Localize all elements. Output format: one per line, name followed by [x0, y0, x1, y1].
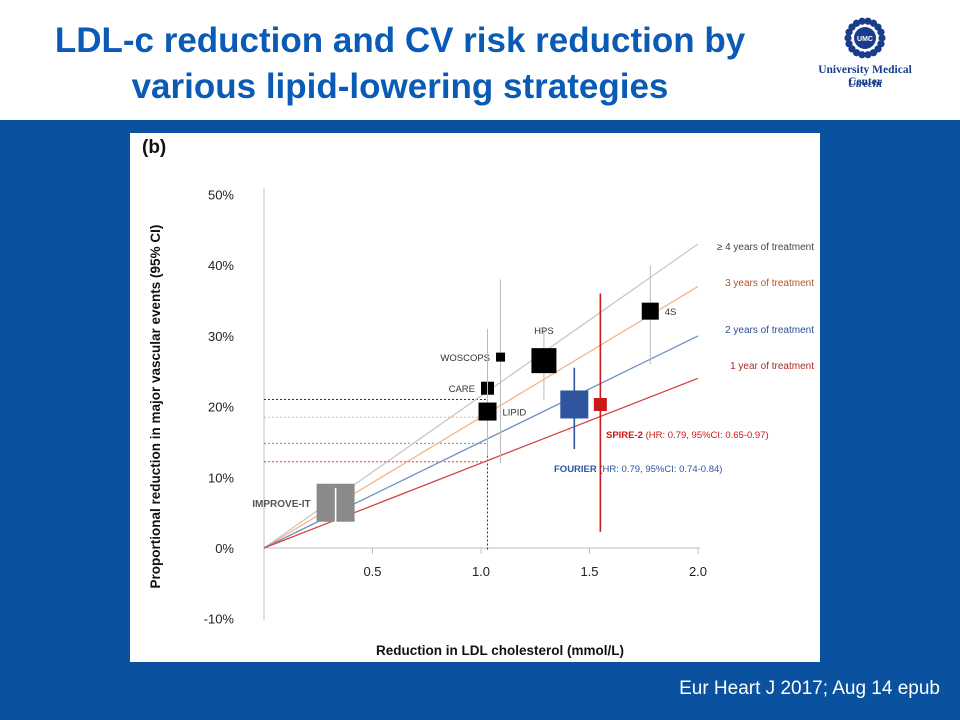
x-tick-label: 2.0 [689, 564, 707, 579]
trial-label: LIPID [503, 408, 527, 419]
trial-label: SPIRE-2 (HR: 0.79, 95%CI: 0.65-0.97) [606, 430, 769, 441]
y-tick-label: 40% [208, 258, 234, 273]
trial-label: 4S [665, 307, 677, 318]
trial-marker [641, 302, 659, 320]
trial-label: WOSCOPS [440, 353, 490, 364]
sunflower-logo-icon: UMC [844, 17, 886, 59]
trial-label: IMPROVE-IT [252, 499, 310, 510]
trial-marker [496, 352, 506, 362]
treatment-line-label: 2 years of treatment [725, 325, 814, 336]
x-tick-label: 1.5 [580, 564, 598, 579]
title-line-1: LDL-c reduction and CV risk reduction by [54, 21, 746, 60]
chart-panel: (b) 50% 40% 30% 20% 10% 0% -10% 0.5 1.0 1.5 2.0 Redu… [130, 133, 820, 662]
y-tick-label: -10% [204, 612, 235, 627]
treatment-line-label: 3 years of treatment [725, 278, 814, 289]
y-tick-label: 50% [208, 188, 234, 203]
x-axis-label: Reduction in LDL cholesterol (mmol/L) [376, 643, 624, 658]
x-tick-label: 0.5 [363, 564, 381, 579]
trial-marker [593, 397, 607, 411]
trial-marker [531, 348, 557, 374]
trial-marker [478, 402, 497, 421]
logo-badge: UMC [857, 36, 873, 43]
y-tick-label: 20% [208, 400, 234, 415]
ldl-risk-chart: (b) 50% 40% 30% 20% 10% 0% -10% 0.5 1.0 1.5 2.0 Redu… [142, 137, 814, 658]
slide-title: LDL-c reduction and CV risk reduction by… [10, 18, 790, 110]
slide-header: LDL-c reduction and CV risk reduction by… [0, 0, 960, 120]
treatment-line-label: ≥ 4 years of treatment [717, 242, 814, 253]
logo-name: University Medical Center [818, 64, 912, 88]
trial-annotation: (HR: 0.79, 95%CI: 0.65-0.97) [643, 430, 769, 441]
panel-label: (b) [142, 137, 166, 158]
y-axis-label: Proportional reduction in major vascular… [148, 225, 163, 589]
y-tick-label: 30% [208, 329, 234, 344]
treatment-line-label: 1 year of treatment [730, 361, 814, 372]
trial-label: HPS [534, 326, 554, 337]
trial-label: FOURIER (HR: 0.79, 95%CI: 0.74-0.84) [554, 464, 722, 475]
y-tick-label: 0% [215, 541, 234, 556]
x-tick-label: 1.0 [472, 564, 490, 579]
y-tick-label: 10% [208, 470, 234, 485]
citation: Eur Heart J 2017; Aug 14 epub [679, 678, 940, 699]
logo-city: Utrecht [847, 78, 883, 90]
title-line-2: various lipid-lowering strategies [131, 67, 669, 106]
trial-annotation: (HR: 0.79, 95%CI: 0.74-0.84) [597, 464, 723, 475]
trial-label: CARE [449, 384, 475, 395]
trial-marker [560, 390, 589, 419]
umc-logo: UMC University Medical Center Utrecht [800, 14, 930, 94]
